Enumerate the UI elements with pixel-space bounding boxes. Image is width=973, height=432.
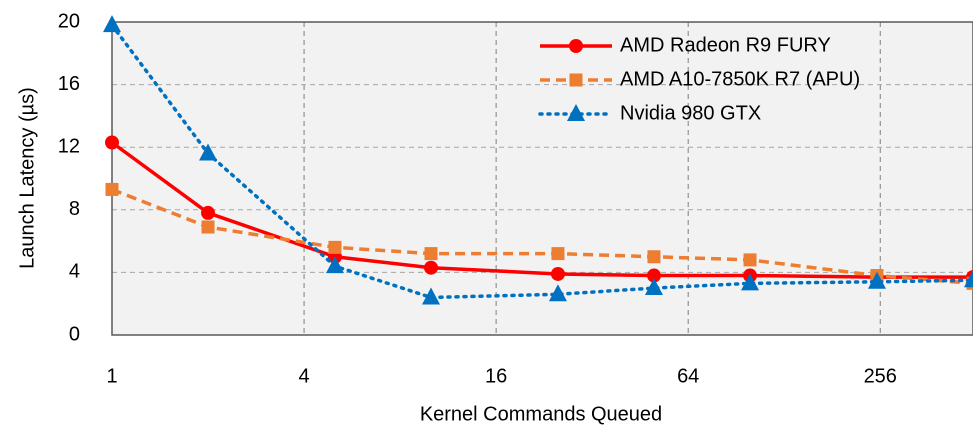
marker bbox=[105, 182, 119, 196]
marker bbox=[422, 287, 441, 305]
marker bbox=[550, 266, 565, 281]
legend-marker bbox=[567, 104, 585, 121]
marker bbox=[105, 135, 119, 150]
series-line bbox=[110, 23, 973, 300]
legend-marker bbox=[569, 39, 583, 53]
x-axis-label: Kernel Commands Queued bbox=[420, 403, 662, 425]
marker bbox=[199, 143, 218, 161]
marker bbox=[424, 260, 439, 275]
marker bbox=[741, 273, 760, 291]
plot-area bbox=[112, 22, 973, 335]
legend-label: Nvidia 980 GTX bbox=[620, 102, 761, 124]
y-tick-label: 0 bbox=[69, 323, 80, 345]
x-tick-label: 256 bbox=[864, 365, 897, 387]
marker bbox=[644, 278, 663, 296]
y-tick-label: 8 bbox=[69, 198, 80, 220]
marker bbox=[201, 220, 215, 234]
y-tick-label: 4 bbox=[69, 261, 80, 283]
marker bbox=[646, 268, 661, 283]
marker bbox=[325, 256, 344, 274]
marker bbox=[867, 271, 886, 289]
legend-marker bbox=[569, 73, 583, 87]
marker bbox=[964, 270, 973, 288]
y-tick-label: 20 bbox=[58, 10, 80, 32]
x-tick-label: 16 bbox=[485, 365, 507, 387]
marker bbox=[647, 250, 661, 264]
marker bbox=[328, 240, 342, 254]
marker bbox=[103, 15, 121, 33]
legend-label: AMD A10-7850K R7 (APU) bbox=[620, 68, 860, 90]
marker bbox=[201, 205, 216, 220]
plot-border bbox=[111, 21, 973, 336]
x-tick-label: 64 bbox=[677, 365, 699, 387]
marker bbox=[548, 284, 567, 302]
y-tick-label: 12 bbox=[58, 135, 80, 157]
x-tick-label: 4 bbox=[299, 365, 310, 387]
x-tick-label: 1 bbox=[106, 365, 117, 387]
marker bbox=[424, 247, 438, 261]
marker bbox=[551, 247, 565, 261]
marker bbox=[743, 253, 757, 267]
legend-label: AMD Radeon R9 FURY bbox=[620, 34, 831, 56]
y-tick-label: 16 bbox=[58, 73, 80, 95]
y-axis-label: Launch Latency (µs) bbox=[16, 87, 38, 269]
